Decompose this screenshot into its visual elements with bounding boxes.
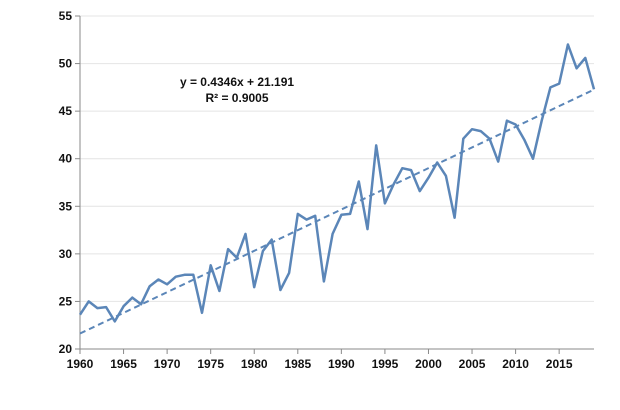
x-tick-label: 1975	[197, 357, 224, 371]
x-tick-label: 1960	[67, 357, 94, 371]
y-ticks: 20 25 30 35 40 45 50 55	[59, 9, 80, 356]
y-tick-label: 50	[59, 57, 73, 71]
y-tick-label: 40	[59, 152, 73, 166]
x-ticks: 1960 1965 1970 1975 1980 1985 1990 1995 2000 2005…	[67, 349, 573, 371]
r-squared: R² = 0.9005	[205, 91, 268, 105]
y-tick-label: 25	[59, 294, 73, 308]
x-tick-label: 1980	[241, 357, 268, 371]
x-tick-label: 1985	[284, 357, 311, 371]
series-line	[78, 43, 596, 323]
trend-equation: y = 0.4346x + 21.191	[180, 75, 294, 89]
x-tick-label: 1965	[110, 357, 137, 371]
y-tick-label: 35	[59, 199, 73, 213]
y-tick-label: 30	[59, 247, 73, 261]
x-tick-label: 2005	[459, 357, 486, 371]
x-tick-label: 1995	[372, 357, 399, 371]
y-tick-label: 55	[59, 9, 73, 23]
x-tick-label: 2010	[502, 357, 529, 371]
y-tick-label: 20	[59, 342, 73, 356]
x-tick-label: 1970	[154, 357, 181, 371]
x-tick-label: 2000	[415, 357, 442, 371]
y-tick-label: 45	[59, 104, 73, 118]
gridlines	[80, 15, 594, 302]
x-tick-label: 2015	[546, 357, 573, 371]
x-tick-label: 1990	[328, 357, 355, 371]
trendline	[79, 88, 595, 335]
